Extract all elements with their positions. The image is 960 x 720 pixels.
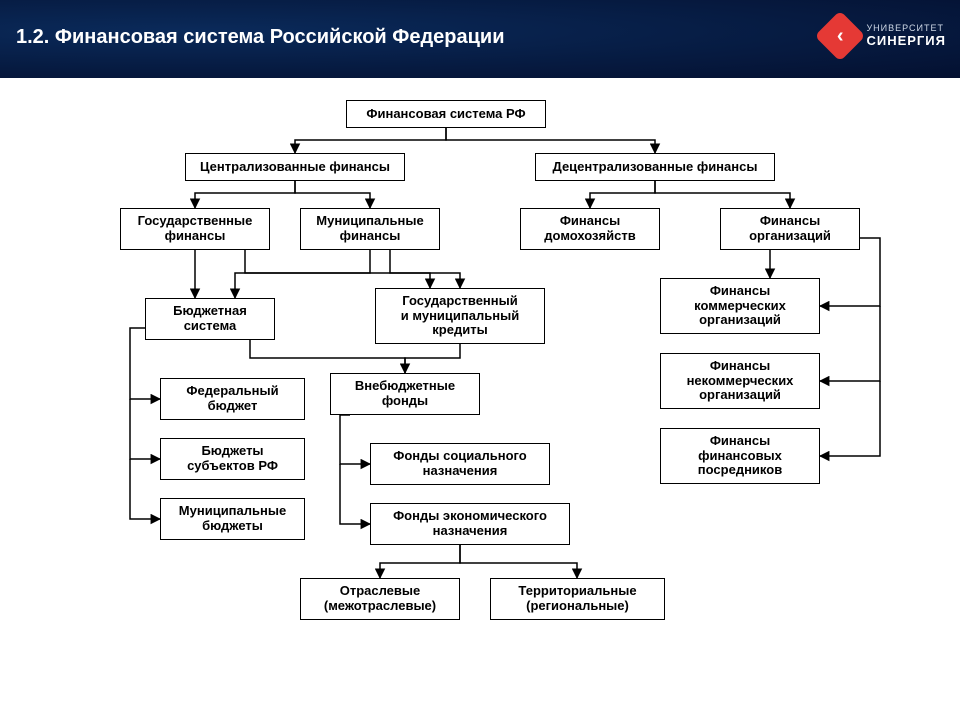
logo-glyph: ‹ — [837, 26, 844, 46]
node-subj: Бюджетысубъектов РФ — [160, 438, 305, 480]
edge-central-muni — [295, 181, 370, 208]
edge-root-decentral — [446, 128, 655, 153]
edge-extra-econ — [340, 464, 370, 524]
slide-title: 1.2. Финансовая система Российской Федер… — [16, 26, 505, 49]
node-munib: Муниципальныебюджеты — [160, 498, 305, 540]
node-org: Финансыорганизаций — [720, 208, 860, 250]
node-central: Централизованные финансы — [185, 153, 405, 181]
edge-credit-extra — [405, 344, 460, 373]
node-social: Фонды социальногоназначения — [370, 443, 550, 485]
edge-org-noncomm — [820, 306, 880, 381]
edge-extra-social — [340, 415, 370, 464]
logo-line2: СИНЕРГИЯ — [866, 34, 946, 48]
edge-budget-extra — [250, 340, 405, 373]
node-muni: Муниципальныефинансы — [300, 208, 440, 250]
edge-econ-branch — [380, 545, 460, 578]
node-comm: Финансыкоммерческихорганизаций — [660, 278, 820, 334]
node-extra: Внебюджетныефонды — [330, 373, 480, 415]
node-fed: Федеральныйбюджет — [160, 378, 305, 420]
node-interm: Финансыфинансовыхпосредников — [660, 428, 820, 484]
slide-header: 1.2. Финансовая система Российской Федер… — [0, 0, 960, 78]
node-credit: Государственныйи муниципальныйкредиты — [375, 288, 545, 344]
node-econ: Фонды экономическогоназначения — [370, 503, 570, 545]
node-root: Финансовая система РФ — [346, 100, 546, 128]
edge-org-interm — [820, 381, 880, 456]
edge-decentral-house — [590, 181, 655, 208]
edge-muni-budget — [235, 250, 370, 298]
edge-root-central — [295, 128, 446, 153]
node-branch: Отраслевые(межотраслевые) — [300, 578, 460, 620]
logo-badge-icon: ‹ — [815, 11, 866, 62]
logo-text: УНИВЕРСИТЕТ СИНЕРГИЯ — [866, 24, 946, 47]
edge-central-gov — [195, 181, 295, 208]
edge-budget-subj — [130, 399, 160, 459]
node-house: Финансыдомохозяйств — [520, 208, 660, 250]
edge-gov-credit — [245, 250, 430, 288]
node-decentral: Децентрализованные финансы — [535, 153, 775, 181]
diagram-canvas: Финансовая система РФ Централизованные фи… — [0, 78, 960, 720]
edge-econ-terr — [460, 545, 577, 578]
edge-muni-credit — [390, 250, 460, 288]
node-budget: Бюджетнаясистема — [145, 298, 275, 340]
edge-budget-munib — [130, 459, 160, 519]
brand-logo: ‹ УНИВЕРСИТЕТ СИНЕРГИЯ — [822, 18, 946, 54]
edge-decentral-org — [655, 181, 790, 208]
node-terr: Территориальные(региональные) — [490, 578, 665, 620]
node-noncomm: Финансынекоммерческихорганизаций — [660, 353, 820, 409]
node-gov: Государственныефинансы — [120, 208, 270, 250]
